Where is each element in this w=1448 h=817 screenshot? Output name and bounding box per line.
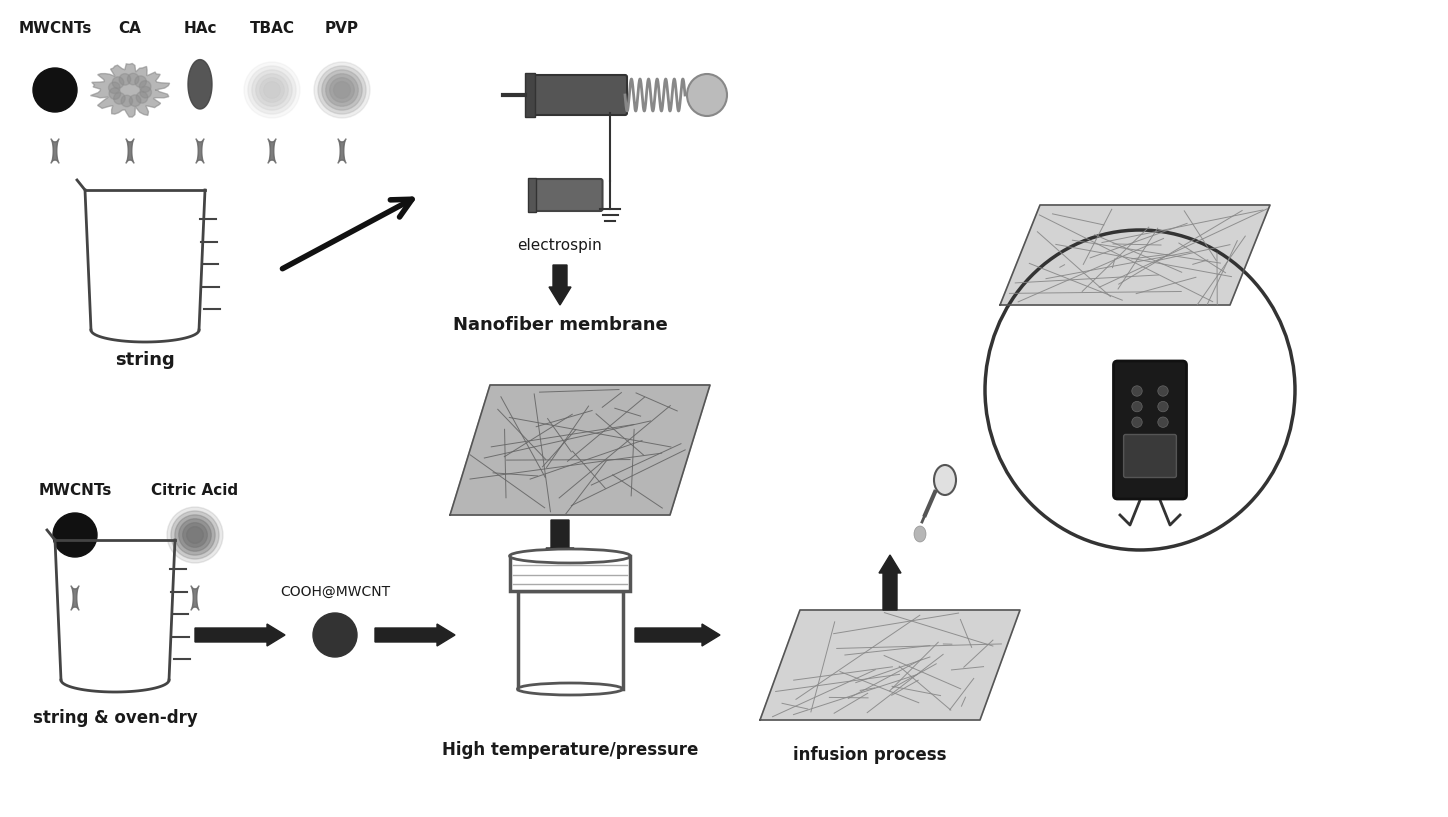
Circle shape — [259, 78, 284, 102]
Text: Nanofiber membrane: Nanofiber membrane — [453, 316, 668, 334]
Bar — [526, 73, 534, 117]
Circle shape — [1158, 401, 1169, 412]
Circle shape — [135, 76, 146, 87]
Text: HAc: HAc — [184, 20, 217, 35]
Circle shape — [333, 82, 350, 98]
Polygon shape — [90, 64, 169, 117]
Ellipse shape — [517, 683, 623, 695]
Circle shape — [1158, 417, 1169, 427]
Circle shape — [54, 513, 97, 557]
Polygon shape — [549, 265, 571, 305]
Polygon shape — [760, 610, 1019, 720]
Text: COOH@MWCNT: COOH@MWCNT — [279, 585, 390, 599]
Text: PVP: PVP — [324, 20, 359, 35]
Text: string & oven-dry: string & oven-dry — [33, 709, 197, 727]
Circle shape — [319, 66, 366, 114]
Bar — [517, 591, 623, 689]
Polygon shape — [636, 624, 720, 646]
Polygon shape — [546, 520, 573, 570]
Text: infusion process: infusion process — [794, 746, 947, 764]
Text: string: string — [116, 351, 175, 369]
Circle shape — [178, 519, 211, 551]
Circle shape — [140, 87, 152, 98]
Polygon shape — [268, 139, 277, 163]
Polygon shape — [339, 139, 346, 163]
Polygon shape — [879, 555, 901, 610]
Circle shape — [175, 515, 216, 556]
Text: Citric Acid: Citric Acid — [152, 483, 239, 498]
Polygon shape — [375, 624, 455, 646]
FancyBboxPatch shape — [533, 179, 602, 211]
Ellipse shape — [914, 526, 927, 542]
Polygon shape — [450, 385, 710, 515]
Circle shape — [326, 74, 358, 106]
Text: electrospin: electrospin — [517, 238, 602, 252]
Text: CA: CA — [119, 20, 142, 35]
Circle shape — [33, 68, 77, 112]
Ellipse shape — [510, 549, 630, 563]
Circle shape — [129, 95, 140, 106]
Circle shape — [167, 507, 223, 563]
Circle shape — [1132, 417, 1142, 427]
FancyBboxPatch shape — [1124, 435, 1176, 477]
Polygon shape — [51, 139, 59, 163]
Circle shape — [256, 74, 288, 106]
Circle shape — [187, 527, 203, 543]
Polygon shape — [126, 139, 133, 163]
Text: MWCNTs: MWCNTs — [19, 20, 91, 35]
Text: High temperature/pressure: High temperature/pressure — [442, 741, 698, 759]
Polygon shape — [1001, 205, 1270, 305]
Circle shape — [182, 523, 207, 547]
Circle shape — [113, 92, 125, 104]
Circle shape — [245, 62, 300, 118]
Bar — [527, 178, 536, 212]
Circle shape — [171, 511, 219, 559]
Polygon shape — [191, 586, 198, 610]
Circle shape — [313, 613, 358, 657]
Circle shape — [119, 74, 130, 85]
Circle shape — [109, 87, 120, 100]
FancyBboxPatch shape — [533, 75, 627, 115]
Polygon shape — [195, 624, 285, 646]
Circle shape — [122, 96, 133, 107]
Circle shape — [1158, 386, 1169, 396]
Circle shape — [264, 82, 281, 98]
Circle shape — [109, 82, 120, 93]
Ellipse shape — [686, 74, 727, 116]
Circle shape — [314, 62, 371, 118]
Circle shape — [139, 81, 151, 92]
Polygon shape — [195, 139, 204, 163]
Circle shape — [252, 69, 292, 110]
Text: TBAC: TBAC — [249, 20, 294, 35]
FancyBboxPatch shape — [1114, 361, 1186, 499]
Circle shape — [248, 66, 295, 114]
Circle shape — [321, 69, 362, 110]
Circle shape — [1132, 386, 1142, 396]
Ellipse shape — [934, 465, 956, 495]
Circle shape — [113, 77, 123, 88]
Circle shape — [1132, 401, 1142, 412]
Circle shape — [330, 78, 355, 102]
Circle shape — [136, 92, 148, 103]
Polygon shape — [188, 60, 211, 109]
Text: MWCNTs: MWCNTs — [38, 483, 111, 498]
Polygon shape — [71, 586, 78, 610]
Bar — [510, 556, 630, 591]
Circle shape — [127, 74, 139, 85]
